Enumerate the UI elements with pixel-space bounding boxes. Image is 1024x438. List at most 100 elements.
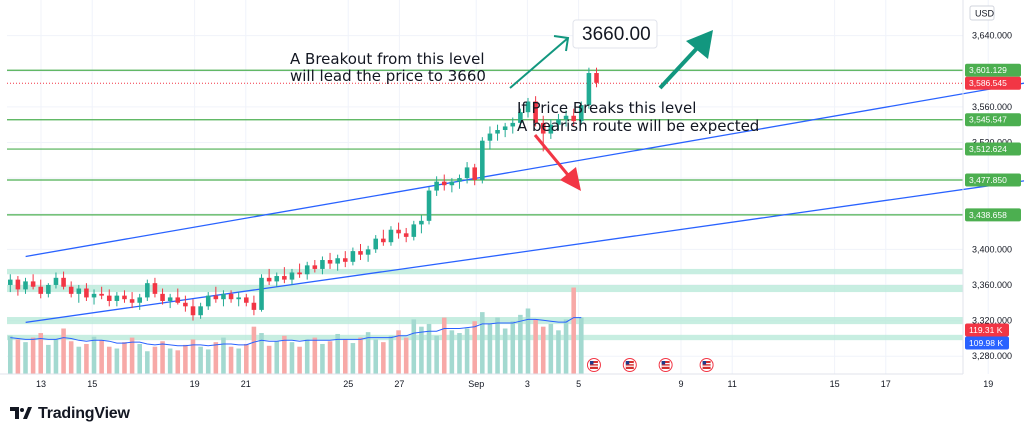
candle [152, 277, 158, 298]
volume-bar [190, 339, 196, 374]
volume-ma-line [10, 317, 582, 347]
annotation-arrows [509, 30, 713, 191]
candle-body [282, 276, 287, 280]
candle [91, 289, 97, 305]
volume-bar [114, 348, 120, 374]
candle-body [137, 297, 142, 303]
candle [76, 284, 82, 303]
price-badges: 3,601.129 3,545.547 3,512.624 3,477.850 3,43… [965, 63, 1021, 350]
candle [487, 126, 493, 150]
candle [411, 220, 417, 241]
price-tick-label: 3,640.000 [972, 31, 1012, 41]
candle-body [289, 272, 295, 280]
candle-body [122, 295, 127, 300]
candle [251, 295, 257, 316]
event-icon-flag [661, 361, 670, 369]
candle [563, 110, 569, 127]
level-badge: 3,601.129 [965, 63, 1021, 77]
volume-bar [472, 321, 477, 374]
event-icon-stripe [625, 363, 634, 365]
candle-body [373, 238, 379, 250]
volume-bar [403, 337, 409, 374]
target-label-box [572, 19, 658, 49]
candle [259, 274, 264, 312]
volume-badge-label: 109.98 K [969, 338, 1003, 348]
candle [84, 283, 89, 301]
volume-bar [518, 314, 523, 374]
candle-body [68, 286, 74, 294]
volume-bars [7, 287, 584, 374]
us-flag-event-icon [586, 358, 601, 372]
volume-bar [23, 342, 28, 374]
candle [297, 263, 302, 278]
candle [480, 137, 485, 184]
candle-body [335, 258, 340, 264]
level-badge: 3,512.624 [965, 142, 1021, 156]
us-flag-event-icon [622, 358, 637, 372]
candle [213, 286, 219, 303]
volume-badge-box [965, 323, 1009, 337]
volume-bar [571, 287, 576, 374]
support-zones [7, 268, 963, 341]
candle [7, 274, 13, 293]
candle-body [221, 293, 226, 300]
volume-bar [563, 319, 569, 374]
trendline [25, 82, 1024, 258]
candle-body [84, 288, 89, 298]
volume-bar [84, 343, 89, 374]
breakout-annotation-line2: will lead the price to 3660 [290, 67, 486, 85]
candle-body [487, 133, 493, 141]
candle-body [251, 302, 257, 310]
event-icon-stripe [661, 363, 670, 365]
time-tick-label: 17 [881, 379, 891, 389]
volume-bar [30, 337, 36, 374]
volume-bar [76, 346, 82, 374]
candle [350, 247, 356, 266]
candle [434, 176, 439, 196]
candle [312, 260, 318, 273]
candle [106, 289, 112, 307]
tradingview-logo[interactable]: TradingView [10, 405, 130, 423]
grid [7, 0, 989, 374]
candle-body [198, 306, 203, 316]
candle [358, 243, 363, 261]
volume-bar [91, 336, 97, 374]
volume-bar [312, 337, 318, 374]
volume-bar [137, 343, 142, 374]
trendlines [25, 82, 1024, 323]
candle [190, 299, 196, 321]
volume-bar [441, 317, 447, 374]
candle-body [152, 283, 158, 294]
tradingview-logo-icon [10, 407, 32, 419]
candle [327, 252, 333, 269]
event-markers [586, 358, 714, 372]
candle-body [99, 293, 104, 296]
candle-body [312, 265, 318, 269]
candle [426, 187, 432, 225]
level-badge-label: 3,438.658 [969, 210, 1007, 220]
event-icon-stripe [702, 365, 711, 367]
candle-body [464, 167, 470, 179]
volume-bar [464, 328, 470, 374]
candle-body [205, 295, 211, 307]
time-tick-label: Sep [468, 379, 484, 389]
candle [175, 288, 181, 305]
time-tick-label: 19 [190, 379, 200, 389]
candle [282, 267, 287, 284]
candle-body [145, 283, 150, 298]
candle [68, 281, 74, 298]
candle [533, 96, 538, 127]
event-icon-stripe [661, 365, 670, 367]
candle [304, 261, 310, 280]
volume-bar [122, 342, 127, 374]
volume-bar [373, 339, 379, 374]
currency-box[interactable] [969, 5, 995, 21]
volume-bar [358, 337, 363, 374]
candle-body [365, 249, 371, 255]
bearish-annotation-line2: A bearish route will be expected [517, 117, 759, 135]
candle-body [274, 276, 280, 282]
candle-body [388, 229, 394, 243]
candle [342, 251, 348, 268]
candle-body [434, 181, 439, 191]
